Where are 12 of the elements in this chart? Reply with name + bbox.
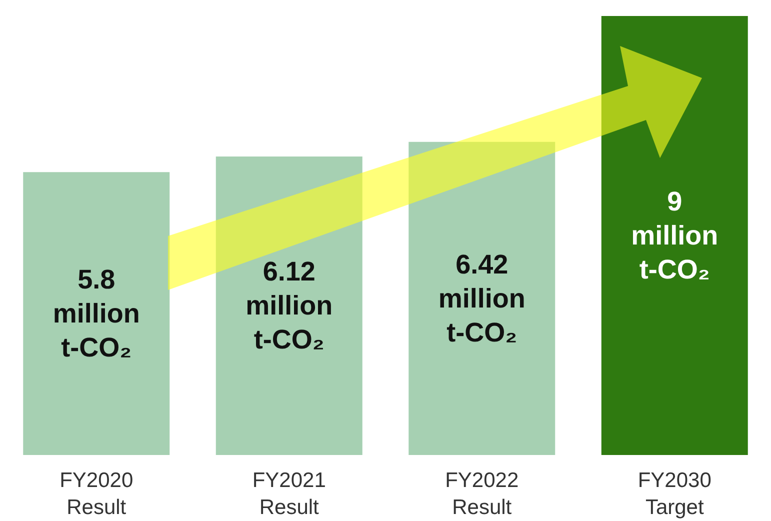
data-label: 6.42 million t-CO₂ bbox=[438, 249, 526, 348]
bar bbox=[601, 16, 748, 455]
data-label: 9 million t-CO₂ bbox=[631, 186, 718, 284]
x-tick-label: FY2020 Result bbox=[60, 469, 134, 519]
data-label: 6.12 million t-CO₂ bbox=[246, 256, 333, 355]
data-label: 5.8 million t-CO₂ bbox=[52, 264, 140, 363]
bar bbox=[408, 142, 556, 455]
bar bbox=[216, 156, 362, 455]
x-tick-label: FY2030 Target bbox=[638, 469, 712, 519]
x-tick-label: FY2021 Result bbox=[252, 469, 326, 519]
bar bbox=[23, 172, 170, 455]
x-tick-label: FY2022 Result bbox=[445, 469, 519, 519]
